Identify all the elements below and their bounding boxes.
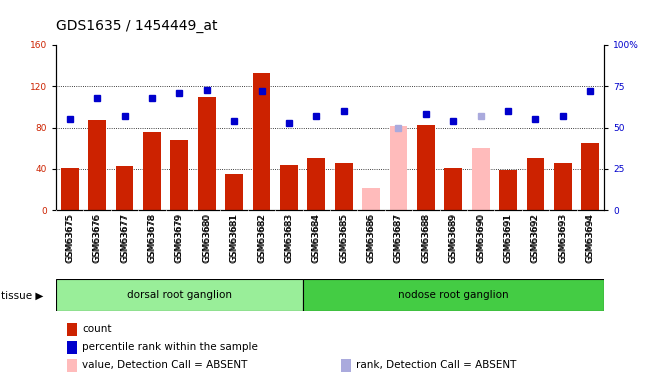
Text: GSM63688: GSM63688	[421, 213, 430, 263]
Text: GSM63681: GSM63681	[230, 213, 239, 263]
Text: GSM63684: GSM63684	[312, 213, 321, 262]
Text: GSM63678: GSM63678	[147, 213, 156, 263]
Text: GDS1635 / 1454449_at: GDS1635 / 1454449_at	[56, 19, 218, 33]
Text: nodose root ganglion: nodose root ganglion	[398, 290, 509, 300]
Bar	[499, 170, 517, 210]
Bar	[67, 341, 77, 354]
Text: GSM63679: GSM63679	[175, 213, 184, 263]
Bar	[335, 163, 352, 210]
Bar	[280, 165, 298, 210]
Text: GSM63683: GSM63683	[284, 213, 294, 263]
Bar	[417, 125, 435, 210]
Bar	[143, 132, 161, 210]
Text: GSM63691: GSM63691	[504, 213, 513, 263]
Bar	[554, 163, 572, 210]
Bar	[581, 143, 599, 210]
Bar	[527, 158, 544, 210]
Text: GSM63682: GSM63682	[257, 213, 266, 262]
Bar	[225, 174, 243, 210]
Text: GSM63686: GSM63686	[366, 213, 376, 263]
Bar	[341, 359, 351, 372]
Bar	[444, 168, 462, 210]
Text: GSM63694: GSM63694	[585, 213, 595, 262]
Bar	[61, 168, 79, 210]
Text: GSM63689: GSM63689	[449, 213, 458, 263]
Bar	[253, 73, 271, 210]
Text: GSM63680: GSM63680	[202, 213, 211, 263]
Bar	[472, 148, 490, 210]
Bar	[67, 323, 77, 336]
Text: GSM63677: GSM63677	[120, 213, 129, 263]
Bar	[362, 188, 380, 210]
Bar	[389, 126, 407, 210]
Text: value, Detection Call = ABSENT: value, Detection Call = ABSENT	[82, 360, 248, 370]
Text: dorsal root ganglion: dorsal root ganglion	[127, 290, 232, 300]
Text: rank, Detection Call = ABSENT: rank, Detection Call = ABSENT	[356, 360, 517, 370]
Text: tissue ▶: tissue ▶	[1, 290, 44, 300]
Bar	[67, 359, 77, 372]
Bar	[302, 279, 604, 311]
Text: GSM63692: GSM63692	[531, 213, 540, 262]
Text: GSM63690: GSM63690	[476, 213, 485, 263]
Text: GSM63685: GSM63685	[339, 213, 348, 263]
Bar	[56, 279, 302, 311]
Bar	[198, 97, 216, 210]
Bar	[115, 166, 133, 210]
Text: count: count	[82, 324, 112, 334]
Text: GSM63693: GSM63693	[558, 213, 568, 263]
Bar	[88, 120, 106, 210]
Text: GSM63675: GSM63675	[65, 213, 75, 263]
Text: GSM63687: GSM63687	[394, 213, 403, 263]
Bar	[170, 140, 188, 210]
Text: GSM63676: GSM63676	[92, 213, 102, 263]
Text: percentile rank within the sample: percentile rank within the sample	[82, 342, 258, 352]
Bar	[308, 158, 325, 210]
